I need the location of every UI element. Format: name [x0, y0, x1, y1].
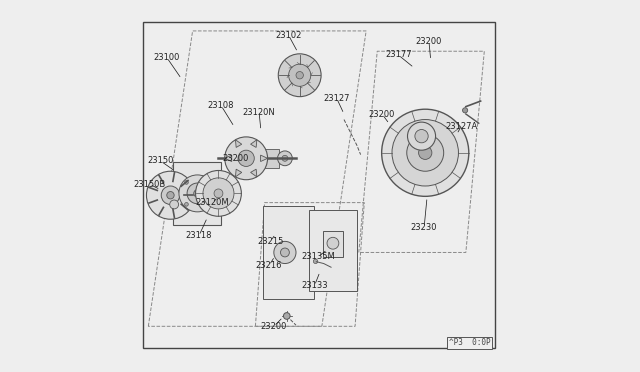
Circle shape: [161, 186, 180, 205]
Text: 23108: 23108: [208, 101, 234, 110]
Circle shape: [408, 122, 436, 150]
Circle shape: [278, 151, 292, 166]
Circle shape: [327, 237, 339, 249]
Circle shape: [289, 64, 311, 86]
Circle shape: [225, 137, 268, 180]
Text: 23150: 23150: [147, 156, 173, 166]
Text: 23200: 23200: [222, 154, 248, 163]
Circle shape: [314, 259, 318, 263]
Text: 23177: 23177: [385, 51, 412, 60]
Text: 23200: 23200: [260, 322, 287, 331]
Circle shape: [381, 109, 468, 196]
Polygon shape: [251, 140, 257, 147]
Polygon shape: [260, 155, 268, 161]
Circle shape: [207, 202, 210, 206]
Polygon shape: [251, 169, 257, 177]
Text: 23135M: 23135M: [301, 252, 335, 262]
Text: 23120M: 23120M: [195, 198, 229, 207]
Polygon shape: [323, 231, 343, 257]
Circle shape: [184, 202, 188, 206]
Polygon shape: [236, 140, 242, 147]
Circle shape: [415, 129, 428, 143]
Circle shape: [167, 192, 174, 199]
Circle shape: [187, 183, 208, 204]
Circle shape: [274, 241, 296, 263]
Circle shape: [282, 155, 288, 161]
Text: 23127A: 23127A: [445, 122, 477, 131]
Circle shape: [407, 134, 444, 171]
Circle shape: [179, 175, 216, 212]
Circle shape: [207, 180, 210, 184]
Circle shape: [147, 171, 195, 219]
Circle shape: [284, 312, 290, 319]
Text: 23100: 23100: [154, 53, 180, 62]
Polygon shape: [173, 162, 221, 225]
Text: 23230: 23230: [411, 223, 437, 232]
Text: 23150B: 23150B: [133, 180, 166, 189]
Circle shape: [196, 170, 241, 216]
Text: 23215: 23215: [257, 237, 284, 246]
Text: 23118: 23118: [186, 231, 212, 240]
Circle shape: [194, 190, 201, 197]
Circle shape: [392, 119, 458, 186]
Circle shape: [278, 54, 321, 97]
Circle shape: [184, 180, 188, 184]
Text: ^P3  0:0P: ^P3 0:0P: [449, 339, 490, 347]
Text: 23102: 23102: [275, 31, 302, 40]
Polygon shape: [309, 210, 357, 291]
Circle shape: [463, 108, 468, 113]
Text: 23120N: 23120N: [243, 108, 275, 117]
Polygon shape: [263, 206, 314, 299]
Polygon shape: [236, 169, 242, 177]
Text: 23200: 23200: [369, 109, 396, 119]
Polygon shape: [264, 149, 280, 167]
Text: 23200: 23200: [416, 37, 442, 46]
Text: 23216: 23216: [256, 261, 282, 270]
Circle shape: [170, 200, 179, 209]
Circle shape: [214, 189, 223, 198]
Circle shape: [203, 178, 234, 209]
Circle shape: [419, 146, 432, 160]
Polygon shape: [225, 155, 232, 161]
Text: 23133: 23133: [301, 281, 328, 290]
Text: 23127: 23127: [323, 94, 350, 103]
Circle shape: [238, 150, 254, 166]
Circle shape: [280, 248, 289, 257]
Circle shape: [296, 71, 303, 79]
